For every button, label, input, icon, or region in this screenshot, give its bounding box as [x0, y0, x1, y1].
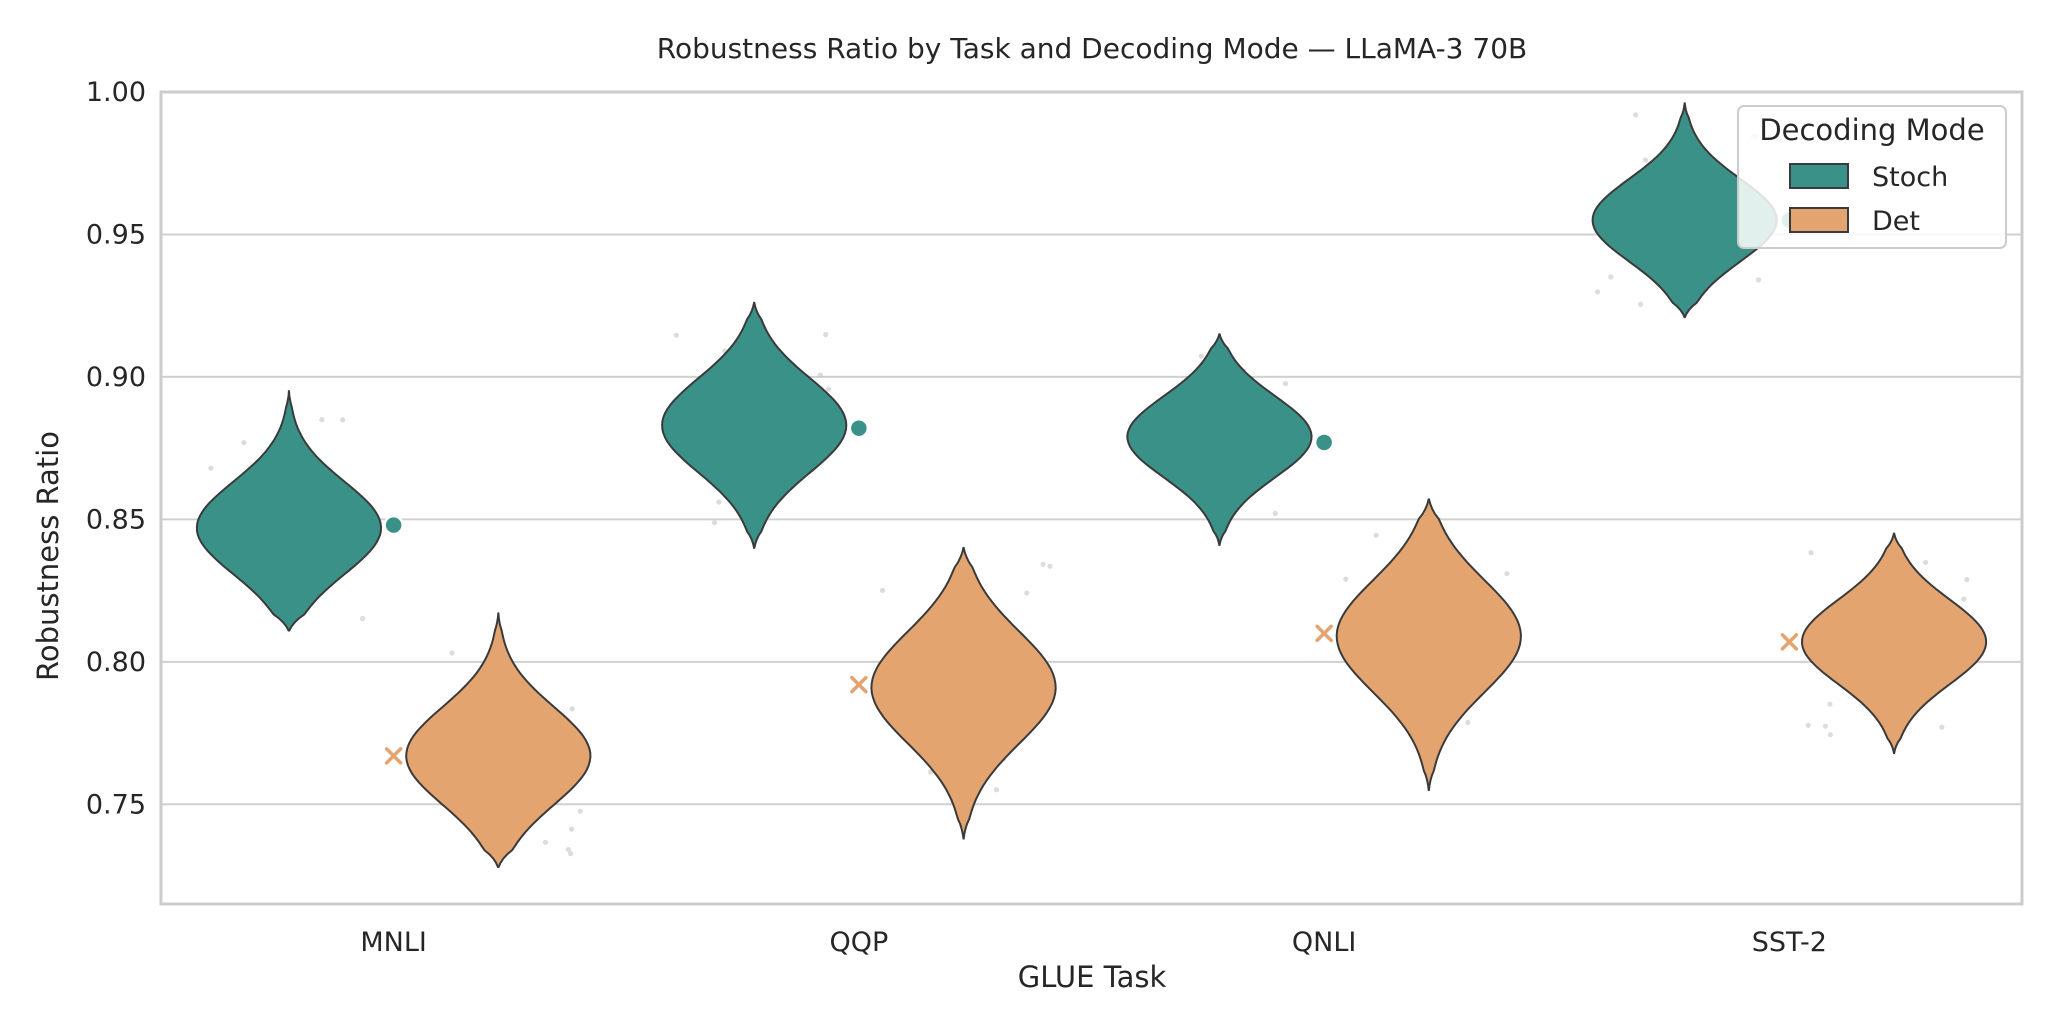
jitter-point — [1827, 701, 1833, 707]
mean-marker-det — [1313, 622, 1335, 644]
violin-det-qnli — [1335, 498, 1522, 791]
jitter-point — [1939, 724, 1945, 730]
y-tick-label: 0.95 — [86, 219, 146, 250]
mean-marker-stoch — [383, 514, 404, 536]
jitter-point — [1343, 576, 1349, 582]
jitter-point — [1964, 577, 1970, 583]
jitter-point — [1633, 112, 1639, 118]
violin-det-mnli — [405, 612, 592, 868]
legend-label-stoch: Stoch — [1872, 162, 1948, 193]
jitter-point — [1923, 559, 1929, 565]
jitter-point — [1040, 561, 1046, 567]
jitter-point — [569, 826, 575, 832]
violin-stoch-mnli — [195, 390, 383, 632]
y-tick-labels: 0.75 0.80 0.85 0.90 0.95 1.00 — [86, 77, 146, 820]
jitter-point — [340, 417, 346, 423]
jitter-point — [823, 331, 829, 338]
jitter-point — [319, 417, 325, 423]
x-tick-label: QNLI — [1292, 927, 1356, 958]
jitter-point — [542, 839, 549, 845]
violin-stoch-qqp — [661, 301, 848, 549]
jitter-point — [1024, 590, 1030, 596]
jitter-point — [1504, 571, 1510, 577]
legend-swatch-det — [1789, 207, 1849, 233]
jitter-point — [1198, 353, 1204, 359]
jitter-point — [1282, 381, 1289, 387]
legend-title: Decoding Mode — [1759, 113, 1984, 147]
jitter-point — [360, 615, 366, 622]
y-tick-label: 0.85 — [86, 504, 146, 535]
y-tick-label: 0.90 — [86, 362, 146, 393]
jitter-point — [1827, 732, 1833, 738]
jitter-point — [569, 706, 575, 712]
mean-marker-stoch — [848, 417, 870, 439]
x-tick-labels: MNLI QQP QNLI SST-2 — [360, 927, 1827, 958]
jitter-point — [716, 499, 722, 505]
jitter-point — [1465, 719, 1471, 726]
jitter-point — [568, 851, 574, 857]
violin-det-sst-2 — [1800, 532, 1988, 754]
jitter-point — [1961, 596, 1967, 602]
jitter-point — [817, 372, 823, 378]
violin-stoch-qnli — [1126, 333, 1313, 546]
legend-label-det: Det — [1872, 206, 1920, 237]
jitter-point — [825, 386, 832, 392]
jitter-point — [1808, 550, 1814, 556]
jitter-point — [673, 332, 679, 338]
mean-markers — [383, 209, 1800, 767]
mean-marker-det — [383, 745, 405, 767]
jitter-point — [241, 440, 247, 446]
jitter-point — [711, 520, 718, 526]
jitter-point — [1608, 274, 1614, 280]
jitter-point — [1822, 723, 1829, 729]
jitter-point — [449, 650, 455, 656]
y-tick-label: 0.75 — [86, 789, 146, 820]
jitter-point — [577, 808, 583, 814]
y-axis-label: Robustness Ratio — [31, 431, 65, 681]
x-tick-label: MNLI — [360, 927, 427, 958]
legend-swatch-stoch — [1789, 163, 1849, 189]
legend: Decoding Mode Stoch Det — [1737, 105, 2007, 249]
y-tick-label: 0.80 — [86, 647, 146, 678]
mean-marker-det — [1778, 631, 1800, 653]
jitter-point — [1755, 277, 1762, 283]
violins — [195, 102, 1988, 868]
mean-marker-stoch — [1313, 432, 1335, 453]
chart-title: Robustness Ratio by Task and Decoding Mo… — [657, 32, 1528, 65]
mean-marker-det — [848, 674, 870, 696]
jitter-point — [1805, 722, 1811, 728]
x-tick-label: SST-2 — [1752, 927, 1827, 958]
jitter-point — [1373, 532, 1379, 538]
jitter-point — [208, 465, 214, 471]
jitter-point — [1642, 157, 1648, 163]
x-axis-label: GLUE Task — [1018, 960, 1167, 994]
jitter-point — [879, 587, 886, 594]
jitter-point — [1638, 301, 1644, 307]
jitter-point — [1594, 289, 1601, 295]
y-tick-label: 1.00 — [86, 77, 146, 108]
x-tick-label: QQP — [829, 927, 888, 958]
jitter-point — [993, 787, 1000, 793]
jitter-point — [1272, 510, 1278, 516]
violin-det-qqp — [870, 546, 1057, 840]
jitter-point — [1047, 563, 1053, 569]
plot-frame — [159, 90, 2024, 906]
jitter-point — [565, 846, 571, 853]
